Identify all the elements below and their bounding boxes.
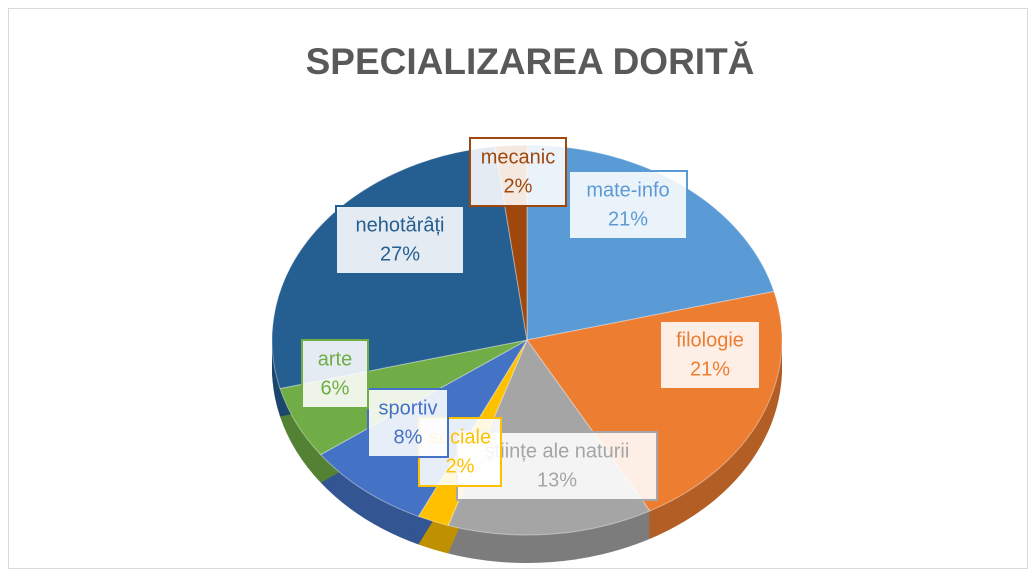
data-label-value: 13% bbox=[537, 469, 577, 491]
data-label-box bbox=[367, 388, 449, 458]
data-label-value: 27% bbox=[380, 243, 420, 265]
data-label-box bbox=[301, 339, 369, 409]
data-label-value: 2% bbox=[446, 455, 475, 477]
chart-title: SPECIALIZAREA DORITĂ bbox=[306, 41, 755, 82]
data-label-value: 21% bbox=[608, 208, 648, 230]
data-label-name: științe ale naturii bbox=[485, 440, 630, 462]
data-label-name: filologie bbox=[676, 329, 744, 351]
data-label-value: 2% bbox=[504, 175, 533, 197]
data-label-value: 21% bbox=[690, 358, 730, 380]
data-label-name: mecanic bbox=[481, 146, 555, 168]
data-label-name: sportiv bbox=[379, 397, 438, 419]
data-label-box bbox=[469, 137, 567, 207]
data-label-box bbox=[335, 205, 465, 275]
data-label-name: mate-info bbox=[586, 179, 669, 201]
data-label-box bbox=[659, 320, 761, 390]
data-label-value: 8% bbox=[394, 426, 423, 448]
data-label-name: nehotărâți bbox=[356, 214, 445, 236]
data-label-value: 6% bbox=[321, 377, 350, 399]
data-label-box bbox=[568, 170, 688, 240]
data-label-name: arte bbox=[318, 348, 352, 370]
